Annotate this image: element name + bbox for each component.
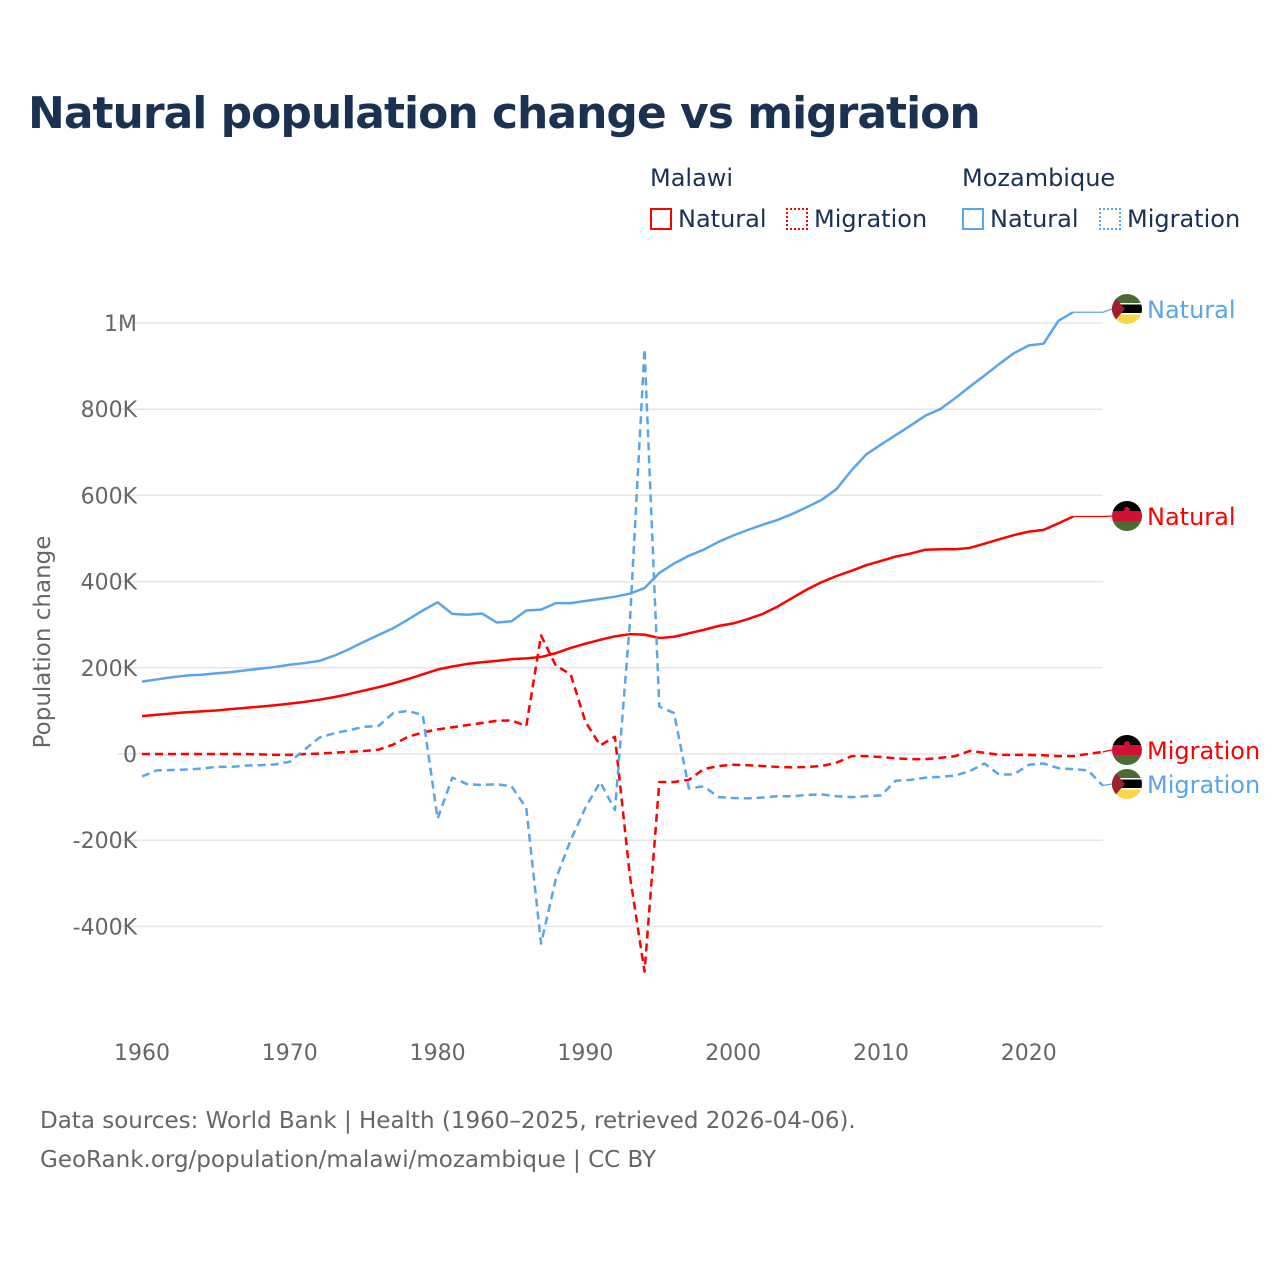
- mozambique-flag-icon: [1112, 294, 1142, 324]
- y-tick-label: -200K: [73, 829, 138, 854]
- series-line-mozambique-migration: [141, 347, 1104, 945]
- label-connector: [1102, 749, 1113, 753]
- malawi-flag-icon: [1112, 735, 1142, 765]
- y-tick-label: 0: [123, 743, 137, 768]
- y-tick-label: 1M: [104, 312, 137, 337]
- y-axis-label: Population change: [30, 536, 56, 749]
- series-line-malawi-migration: [142, 634, 1103, 973]
- legend-label: Migration: [814, 205, 928, 233]
- series-line-mozambique-natural: [141, 311, 1074, 683]
- legend-label: Migration: [1127, 205, 1241, 233]
- end-label: Natural: [1147, 296, 1236, 324]
- y-tick-label: -400K: [73, 915, 138, 940]
- legend-label: Natural: [990, 205, 1079, 233]
- legend-group-malawi: Malawi: [650, 164, 734, 192]
- x-tick-label: 1990: [557, 1041, 613, 1066]
- x-tick-label: 2000: [705, 1041, 761, 1066]
- legend-swatch-dotted: [786, 208, 808, 230]
- legend-malawi-natural[interactable]: Natural: [650, 205, 767, 233]
- end-label: Natural: [1147, 503, 1236, 531]
- label-connector: [1073, 308, 1113, 313]
- malawi-flag-icon: [1112, 501, 1142, 531]
- x-tick-label: 2020: [1001, 1041, 1057, 1066]
- x-tick-label: 1970: [262, 1041, 318, 1066]
- chart-title: Natural population change vs migration: [28, 88, 981, 139]
- x-tick-label: 2010: [853, 1041, 909, 1066]
- x-tick-label: 1980: [410, 1041, 466, 1066]
- y-tick-label: 800K: [81, 398, 138, 423]
- footer-source: Data sources: World Bank | Health (1960–…: [40, 1108, 856, 1134]
- series-line-malawi-natural: [141, 515, 1074, 718]
- end-label: Migration: [1147, 771, 1260, 799]
- legend-mozambique-natural[interactable]: Natural: [962, 205, 1079, 233]
- label-connector: [1102, 783, 1113, 787]
- y-tick-label: 600K: [81, 484, 138, 509]
- end-label: Migration: [1147, 737, 1260, 765]
- legend-group-mozambique: Mozambique: [962, 164, 1116, 192]
- legend-label: Natural: [678, 205, 767, 233]
- legend-mozambique-migration[interactable]: Migration: [1099, 205, 1240, 233]
- y-tick-label: 200K: [81, 657, 138, 682]
- legend-swatch-solid: [962, 208, 984, 230]
- y-tick-label: 400K: [81, 571, 138, 596]
- legend-swatch-dotted: [1099, 208, 1121, 230]
- label-connector: [1073, 515, 1113, 518]
- footer-link[interactable]: GeoRank.org/population/malawi/mozambique…: [40, 1147, 657, 1173]
- legend-swatch-solid: [650, 208, 672, 230]
- x-tick-label: 1960: [114, 1041, 170, 1066]
- mozambique-flag-icon: [1112, 769, 1142, 799]
- legend-malawi-migration[interactable]: Migration: [786, 205, 927, 233]
